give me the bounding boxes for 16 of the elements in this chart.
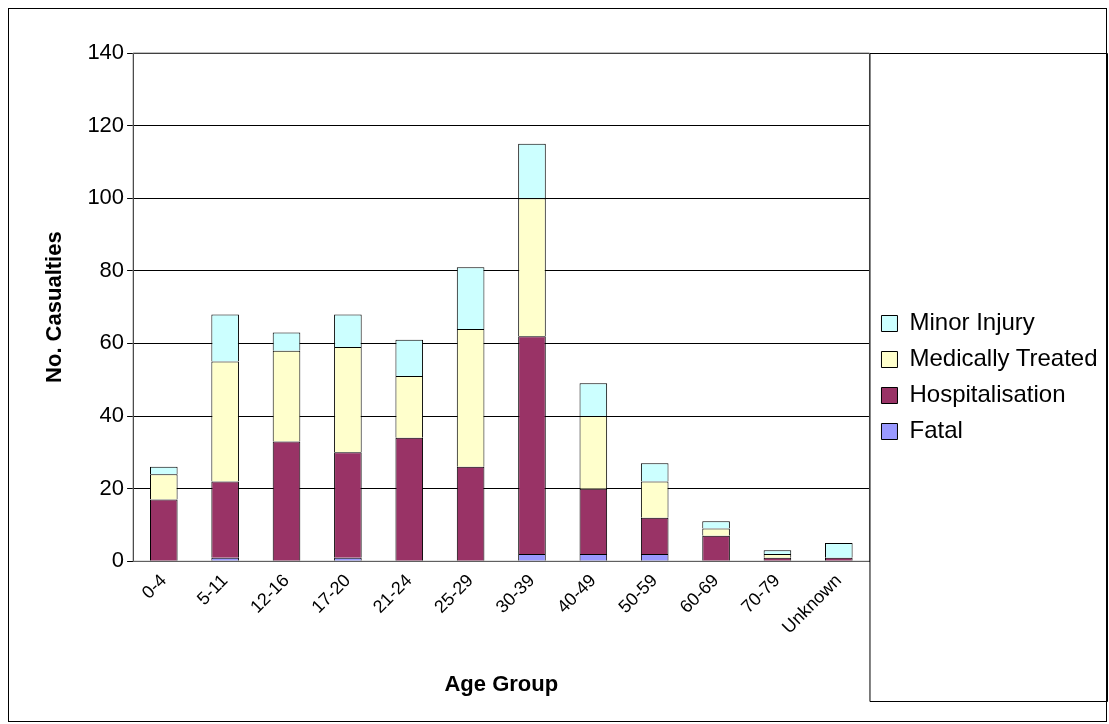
y-tick-label: 40 (99, 402, 125, 428)
legend-label: Medically Treated (909, 344, 1098, 372)
y-tick-label: 120 (87, 111, 125, 137)
y-tick-label: 60 (99, 329, 125, 355)
legend-label: Minor Injury (909, 308, 1035, 336)
legend-label: Hospitalisation (909, 380, 1066, 408)
y-tick-label: 0 (111, 547, 125, 573)
y-tick-label: 100 (87, 184, 125, 210)
y-tick-label: 140 (87, 39, 125, 65)
x-tick-label: 5-11 (192, 570, 232, 609)
legend-label: Fatal (909, 416, 963, 444)
x-tick-label: 0-4 (137, 570, 171, 603)
y-tick-label: 20 (99, 474, 125, 500)
y-axis-title: No. Casualties (41, 231, 67, 383)
x-axis-title: Age Group (444, 670, 559, 696)
y-tick-label: 80 (99, 256, 125, 282)
